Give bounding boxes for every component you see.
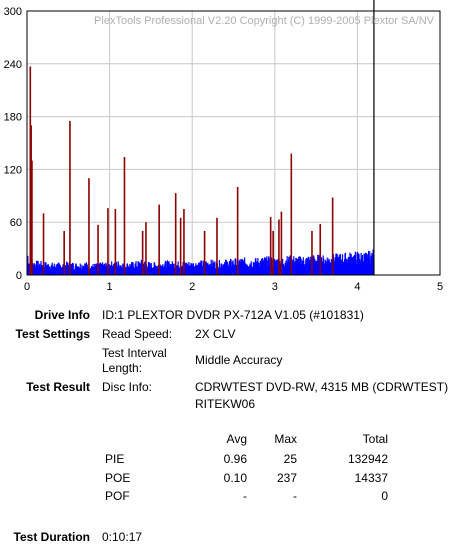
interval-label-line1: Test Interval	[102, 346, 167, 360]
y-tick-label: 180	[4, 112, 22, 124]
y-tick-label: 60	[10, 217, 22, 229]
stats-row-avg: 0.10	[223, 471, 247, 485]
interval-label-line2: Length:	[102, 361, 143, 375]
chart-title: PlexTools Professional V2.20 Copyright (…	[94, 15, 435, 27]
y-axis-ticks: 0 60 120 180 240 300	[4, 6, 22, 282]
read-speed-label: Read Speed:	[102, 327, 173, 341]
stats-row-total: 14337	[354, 471, 388, 485]
x-tick-label: 3	[272, 281, 278, 293]
drive-info-value: ID:1 PLEXTOR DVDR PX-712A V1.05 (#101831…	[102, 308, 364, 322]
test-duration-label: Test Duration	[13, 530, 90, 544]
stats-header-max: Max	[274, 432, 297, 446]
x-tick-label: 4	[354, 281, 360, 293]
stats-row-name: PIE	[105, 452, 125, 466]
stats-header-avg: Avg	[226, 432, 247, 446]
x-tick-label: 0	[24, 281, 30, 293]
test-result-label: Test Result	[26, 380, 90, 394]
stats-row-avg: -	[243, 489, 247, 503]
test-duration-value: 0:10:17	[102, 530, 143, 544]
stats-row-name: POF	[105, 489, 130, 503]
stats-row-name: POE	[105, 471, 131, 485]
read-speed-value: 2X CLV	[195, 327, 236, 341]
drive-info-label: Drive Info	[34, 308, 90, 322]
stats-row-total: 0	[381, 489, 388, 503]
poe-series	[29, 66, 334, 275]
stats-row-total: 132942	[347, 452, 388, 466]
x-tick-label: 1	[107, 281, 113, 293]
disc-info-value-line2: RITEKW06	[195, 397, 256, 411]
y-tick-label: 120	[4, 164, 22, 176]
pie-series	[26, 249, 375, 275]
interval-value: Middle Accuracy	[195, 353, 283, 367]
x-tick-label: 5	[437, 281, 443, 293]
test-settings-label: Test Settings	[15, 327, 90, 341]
stats-row-avg: 0.96	[223, 452, 247, 466]
x-tick-label: 2	[189, 281, 195, 293]
plot-frame	[26, 10, 441, 276]
y-tick-label: 300	[4, 6, 22, 18]
stats-row-max: -	[293, 489, 297, 503]
y-tick-label: 240	[4, 59, 22, 71]
error-rate-chart: 0 60 120 180 240 300 0 1 2 3 4 5 PlexTools Profess…	[4, 0, 443, 293]
stats-header-total: Total	[362, 432, 388, 446]
stats-row-max: 25	[283, 452, 297, 466]
disc-info-label: Disc Info:	[102, 380, 153, 394]
stats-row-max: 237	[276, 471, 297, 485]
y-tick-label: 0	[16, 270, 22, 282]
x-axis-ticks: 0 1 2 3 4 5	[24, 281, 443, 293]
disc-info-value-line1: CDRWTEST DVD-RW, 4315 MB (CDRWTEST)	[195, 380, 449, 394]
